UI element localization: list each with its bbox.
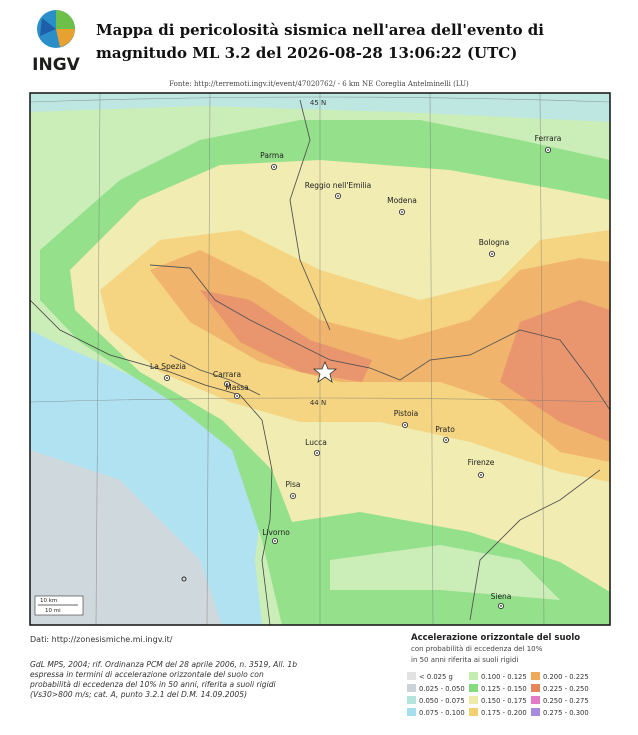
- legend-swatch: [407, 684, 416, 692]
- city-dot: [480, 474, 482, 476]
- legend-label: < 0.025 g: [419, 673, 453, 681]
- city-dot: [491, 253, 493, 255]
- hazard-zone: [500, 300, 610, 442]
- borders: [149, 99, 610, 621]
- city-label: Bologna: [479, 238, 510, 247]
- legend-label: 0.025 - 0.050: [419, 685, 465, 693]
- legend-swatch: [531, 696, 540, 704]
- city-label: La Spezia: [150, 362, 186, 371]
- city-dot: [273, 166, 275, 168]
- city-dot: [337, 195, 339, 197]
- scale-label: 10 km: [40, 598, 57, 604]
- parallel-label: 45 N: [310, 99, 326, 107]
- legend-title: Accelerazione orizzontale del suolo: [411, 633, 580, 643]
- city-dot: [404, 424, 406, 426]
- city-label: Ferrara: [535, 134, 562, 143]
- city-label: Prato: [435, 425, 455, 434]
- legend-label: 0.150 - 0.175: [481, 697, 527, 705]
- city-label: Parma: [260, 151, 284, 160]
- legend-swatch: [531, 672, 540, 680]
- hazard-zone: [150, 250, 610, 462]
- legend-swatch: [469, 696, 478, 704]
- city-dot: [401, 211, 403, 213]
- city-label: Lucca: [305, 438, 327, 447]
- hazard-zone: [330, 545, 560, 600]
- scale-bar: 10 km 10 mi: [34, 595, 84, 616]
- source: Fonte: http://terremoti.ingv.it/event/47…: [169, 80, 469, 88]
- city-label: Livorno: [262, 528, 290, 537]
- logo-text: INGV: [32, 55, 81, 75]
- city-label: Pisa: [286, 480, 301, 489]
- scale-label: 10 mi: [45, 608, 61, 614]
- legend-swatch: [469, 708, 478, 716]
- city-label: Carrara: [213, 370, 241, 379]
- legend-swatch: [531, 708, 540, 716]
- legend-swatch: [407, 708, 416, 716]
- legend-label: 0.250 - 0.275: [543, 697, 589, 705]
- graticule: [30, 93, 610, 625]
- legend-subtitle: con probabilità di eccedenza del 10%: [411, 645, 543, 653]
- citation-line: GdL MPS, 2004; rif. Ordinanza PCM del 28…: [30, 660, 297, 669]
- legend-label: 0.075 - 0.100: [419, 709, 465, 717]
- coastline: [30, 299, 273, 625]
- city-dot: [274, 540, 276, 542]
- map-frame: [29, 92, 611, 626]
- cities: Ferrara Parma Reggio nell'Emilia Modena Bolo…: [150, 134, 562, 610]
- citation-line: espressa in termini di accelerazione ori…: [30, 670, 264, 679]
- legend-subtitle: in 50 anni riferita ai suoli rigidi: [411, 656, 518, 664]
- city-dot: [445, 439, 447, 441]
- island: [181, 576, 187, 582]
- city-dot: [226, 383, 228, 385]
- map: 45 N 44 N Ferrara Parma Reggio nell'Emilia…: [30, 93, 610, 625]
- legend-label: 0.225 - 0.250: [543, 685, 589, 693]
- legend: Accelerazione orizzontale del suolo con …: [407, 633, 589, 717]
- legend-swatch: [469, 672, 478, 680]
- data-source: Dati: http://zonesismiche.mi.ingv.it/: [30, 635, 173, 644]
- legend-label: 0.275 - 0.300: [543, 709, 589, 717]
- citation-line: probabilità di eccedenza del 10% in 50 a…: [29, 680, 277, 689]
- legend-label: 0.200 - 0.225: [543, 673, 589, 681]
- city-label: Firenze: [468, 458, 495, 467]
- city-dot: [166, 377, 168, 379]
- legend-label: 0.125 - 0.150: [481, 685, 527, 693]
- legend-label: 0.100 - 0.125: [481, 673, 527, 681]
- logo: INGV: [32, 10, 81, 75]
- title: Mappa di pericolosità sismica nell'area …: [96, 21, 544, 39]
- city-dot: [547, 149, 549, 151]
- citation-line: (Vs30>800 m/s; cat. A, punto 3.2.1 del D…: [30, 690, 247, 699]
- city-label: Reggio nell'Emilia: [305, 181, 372, 190]
- city-dot: [316, 452, 318, 454]
- city-dot: [236, 395, 238, 397]
- hazard-zone: [30, 450, 222, 625]
- city-label: Modena: [387, 196, 417, 205]
- city-label: Pistoia: [394, 409, 419, 418]
- citation: GdL MPS, 2004; rif. Ordinanza PCM del 28…: [29, 660, 297, 699]
- city-dot: [292, 495, 294, 497]
- legend-swatch: [531, 684, 540, 692]
- title: magnitudo ML 3.2 del 2026-08-28 13:06:22…: [96, 44, 517, 62]
- epicenter: [312, 360, 338, 383]
- legend-label: 0.175 - 0.200: [481, 709, 527, 717]
- legend-swatch: [407, 672, 416, 680]
- legend-swatch: [469, 684, 478, 692]
- parallel-label: 44 N: [310, 399, 326, 407]
- city-label: Siena: [491, 592, 512, 601]
- city-dot: [500, 605, 502, 607]
- legend-swatch: [407, 696, 416, 704]
- legend-label: 0.050 - 0.075: [419, 697, 465, 705]
- city-label: Massa: [225, 383, 248, 392]
